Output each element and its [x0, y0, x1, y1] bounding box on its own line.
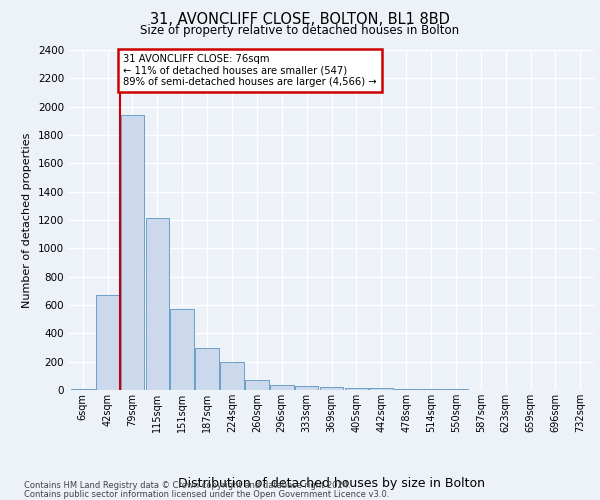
Bar: [370, 388, 393, 390]
Text: Contains public sector information licensed under the Open Government Licence v3: Contains public sector information licen…: [24, 490, 389, 499]
Y-axis label: Number of detached properties: Number of detached properties: [22, 132, 32, 308]
X-axis label: Distribution of detached houses by size in Bolton: Distribution of detached houses by size …: [178, 476, 485, 490]
Bar: [170, 309, 194, 390]
Bar: [320, 387, 343, 390]
Bar: [270, 385, 293, 390]
Text: 31 AVONCLIFF CLOSE: 76sqm
← 11% of detached houses are smaller (547)
89% of semi: 31 AVONCLIFF CLOSE: 76sqm ← 11% of detac…: [123, 54, 377, 88]
Bar: [146, 218, 169, 390]
Bar: [71, 388, 95, 390]
Bar: [121, 115, 144, 390]
Bar: [295, 386, 319, 390]
Bar: [245, 380, 269, 390]
Bar: [220, 362, 244, 390]
Text: Size of property relative to detached houses in Bolton: Size of property relative to detached ho…: [140, 24, 460, 37]
Text: 31, AVONCLIFF CLOSE, BOLTON, BL1 8BD: 31, AVONCLIFF CLOSE, BOLTON, BL1 8BD: [150, 12, 450, 28]
Text: Contains HM Land Registry data © Crown copyright and database right 2024.: Contains HM Land Registry data © Crown c…: [24, 481, 350, 490]
Bar: [344, 388, 368, 390]
Bar: [195, 348, 219, 390]
Bar: [394, 389, 418, 390]
Bar: [96, 295, 119, 390]
